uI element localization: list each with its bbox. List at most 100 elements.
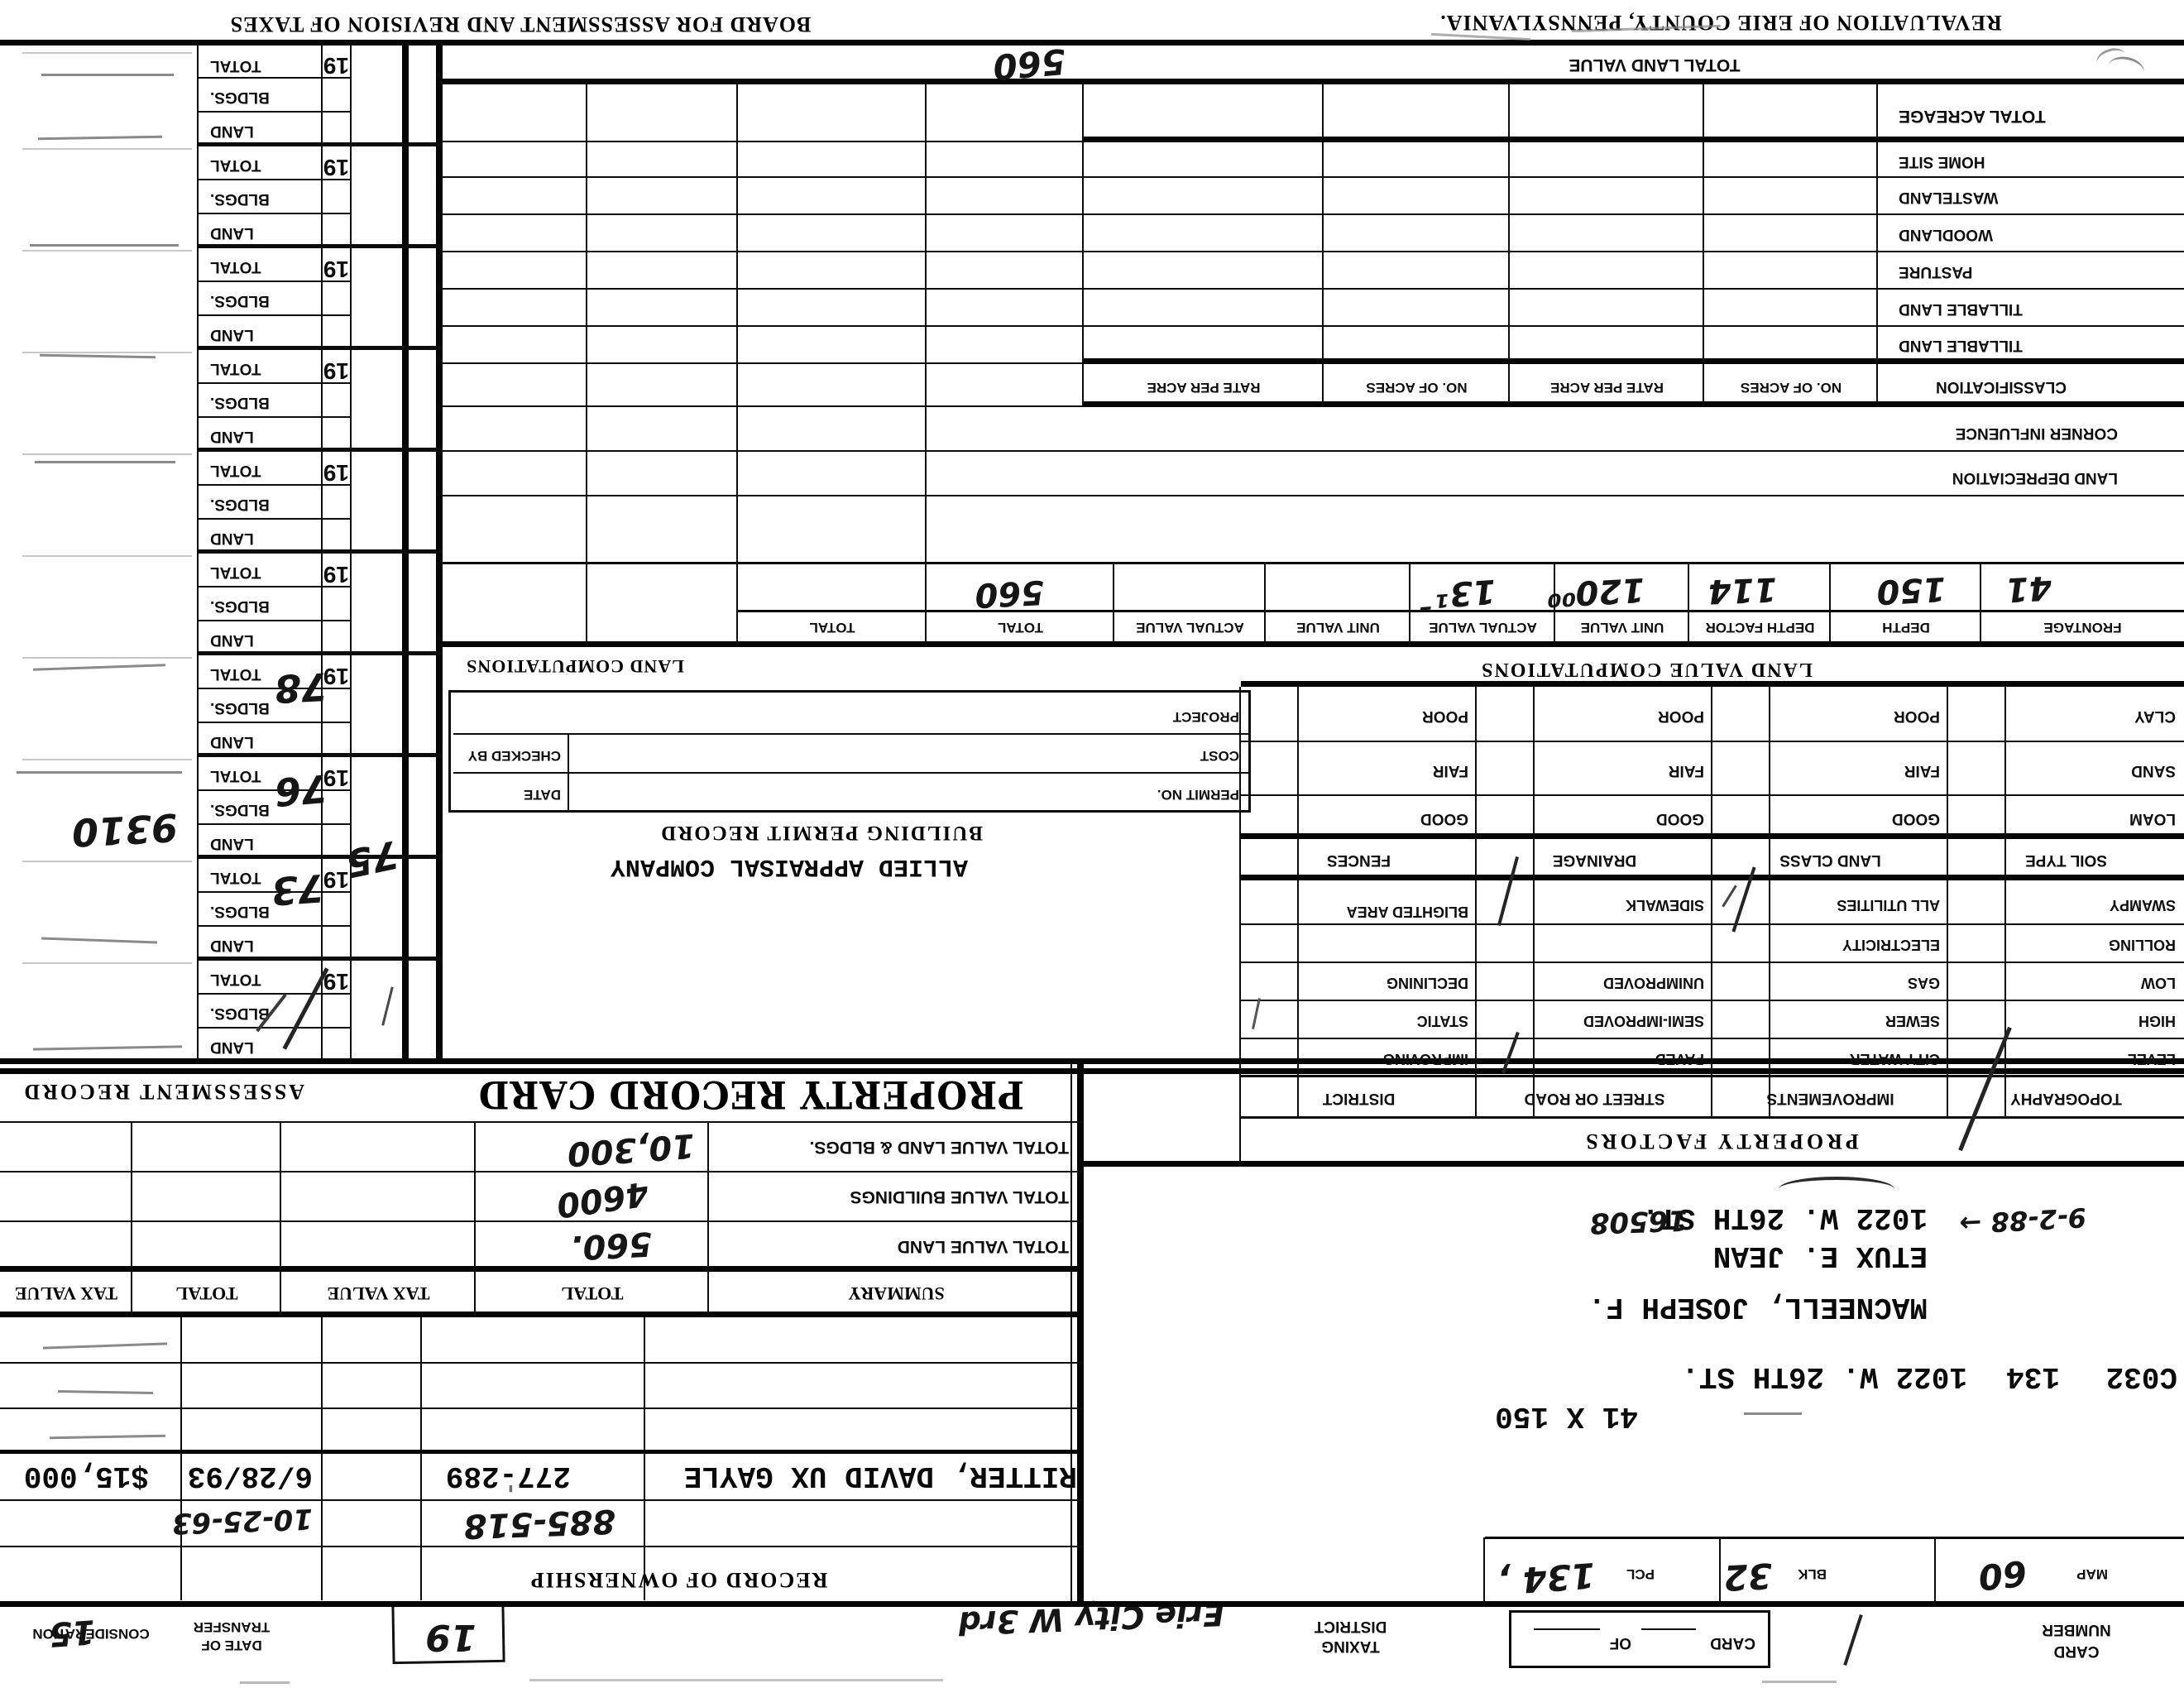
rule xyxy=(443,641,2184,647)
rule xyxy=(1241,1116,2184,1119)
summary-header: SUMMARY xyxy=(848,1283,945,1304)
year-handwritten-73: 73 xyxy=(270,865,326,914)
rule xyxy=(2004,687,2006,1119)
rule xyxy=(1241,681,2184,687)
rule xyxy=(443,288,2184,290)
rule xyxy=(402,45,409,1062)
rule xyxy=(22,52,192,54)
strip-year-prefix: 19 xyxy=(323,562,349,587)
pencil-dash xyxy=(35,461,175,463)
summary-land-value-handwritten: 560. xyxy=(569,1224,654,1267)
factor-option: CITY WATER xyxy=(1849,1051,1940,1067)
factor-option: ROLLING xyxy=(2109,937,2176,953)
strip-cell-label: TOTAL xyxy=(210,360,261,377)
pencil-dash xyxy=(41,937,158,944)
pencil-dash xyxy=(32,664,166,671)
soil-cell: FAIR xyxy=(1668,762,1704,779)
rule xyxy=(22,555,192,557)
strip-cell-label: LAND xyxy=(210,326,254,343)
total-land-value-label: TOTAL LAND VALUE xyxy=(1569,55,1741,74)
rule xyxy=(22,250,192,252)
strip-cell-label: LAND xyxy=(210,122,254,140)
rule xyxy=(0,1362,1084,1364)
rule xyxy=(22,148,192,150)
rule xyxy=(199,416,352,418)
permit-checked-by-label: CHECKED BY xyxy=(467,748,561,764)
factor-option: BLIGHTED AREA xyxy=(1346,904,1468,920)
soil-cell: GOOD xyxy=(1891,810,1940,827)
map-label: MAP xyxy=(2076,1566,2108,1582)
rule xyxy=(1297,687,1299,1119)
rule xyxy=(0,1312,1084,1317)
factor-option: LEVEL xyxy=(2127,1051,2176,1067)
pencil-check xyxy=(381,986,394,1026)
factor-option: SEWER xyxy=(1885,1013,1940,1029)
rule xyxy=(1703,84,1704,407)
card-of-of-label: OF xyxy=(1609,1634,1631,1652)
appraisal-company-line: ALLIED APPRAISAL COMPANY xyxy=(610,852,968,880)
card-of-blank-line xyxy=(1641,1628,1696,1630)
rate-header: RATE PER ACRE xyxy=(1147,380,1261,396)
rule xyxy=(443,325,2184,327)
soil-cell: LOAM xyxy=(2129,810,2176,827)
factor-option: SIDEWALK xyxy=(1625,897,1704,914)
rule xyxy=(0,1450,1084,1454)
summary-header: TOTAL xyxy=(175,1283,238,1304)
rule xyxy=(199,722,352,723)
computation-header: TOTAL xyxy=(997,620,1044,635)
factors-header-improvements: IMPROVEMENTS xyxy=(1766,1090,1894,1107)
rule xyxy=(0,1171,1084,1172)
pencil-dash xyxy=(17,771,182,774)
strip-cell-label: TOTAL xyxy=(210,971,261,988)
strip-cell-label: LAND xyxy=(210,835,254,852)
check-mark-all-utilities-2 xyxy=(1722,885,1737,908)
factor-option: SWAMPY xyxy=(2109,897,2176,914)
rule xyxy=(321,1317,323,1600)
soil-cell: SAND xyxy=(2131,762,2176,779)
rule xyxy=(0,1266,1084,1272)
rule xyxy=(0,1499,1084,1501)
strip-cell-label: TOTAL xyxy=(210,258,261,276)
acreage-class-label: TILLABLE LAND xyxy=(1899,337,2023,354)
soil-header: SOIL TYPE xyxy=(2025,851,2107,869)
factor-option: SEMI-IMPROVED xyxy=(1583,1013,1704,1029)
permit-cost-label: COST xyxy=(1200,748,1239,764)
factor-option: ELECTRICITY xyxy=(1842,937,1940,953)
rule xyxy=(0,1220,1084,1222)
factor-option: DECLINING xyxy=(1387,975,1468,991)
pencil-dash xyxy=(37,135,163,141)
unit-value-handwritten: 120⁰⁰ xyxy=(1545,569,1646,614)
soil-header: DRAINAGE xyxy=(1552,851,1637,869)
summary-header: TAX VALUE xyxy=(14,1283,118,1304)
rule xyxy=(443,141,1084,142)
rule xyxy=(22,453,192,455)
land-depreciation-label: LAND DEPRECIATION xyxy=(1952,469,2118,487)
rule xyxy=(22,861,192,862)
rule xyxy=(1711,687,1712,1119)
rule xyxy=(199,448,443,452)
rule xyxy=(199,518,352,520)
rule xyxy=(199,855,443,859)
rule xyxy=(443,176,2184,178)
summary-row-label: TOTAL VALUE LAND & BLDGS. xyxy=(809,1138,1069,1157)
rule xyxy=(1241,923,2184,925)
pencil-slash-mark xyxy=(1843,1614,1863,1666)
property-factors-title: PROPERTY FACTORS xyxy=(1583,1129,1859,1153)
parcel-number: 134 xyxy=(2006,1360,2060,1393)
strip-cell-label: BLDGS. xyxy=(210,496,270,513)
summary-total-value-handwritten: 10,300 xyxy=(566,1125,697,1173)
soil-cell: POOR xyxy=(1422,707,1468,725)
rule xyxy=(1485,1537,2184,1539)
property-record-card-title: PROPERTY RECORD CARD xyxy=(477,1072,1024,1117)
stray-check-mark xyxy=(1252,998,1261,1029)
computation-header: UNIT VALUE xyxy=(1580,620,1664,635)
rate-header: RATE PER ACRE xyxy=(1550,380,1664,396)
rule xyxy=(1769,687,1770,1119)
land-computations-title: LAND COMPUTATIONS xyxy=(466,656,684,677)
soil-header: FENCES xyxy=(1326,851,1391,869)
corner-influence-label: CORNER INFLUENCE xyxy=(1955,424,2118,442)
summary-row-label: TOTAL VALUE LAND xyxy=(897,1237,1069,1256)
strip-cell-label: BLDGS. xyxy=(210,394,270,411)
rule xyxy=(0,40,2184,46)
pencil-underline-swoosh xyxy=(1779,1177,1894,1201)
